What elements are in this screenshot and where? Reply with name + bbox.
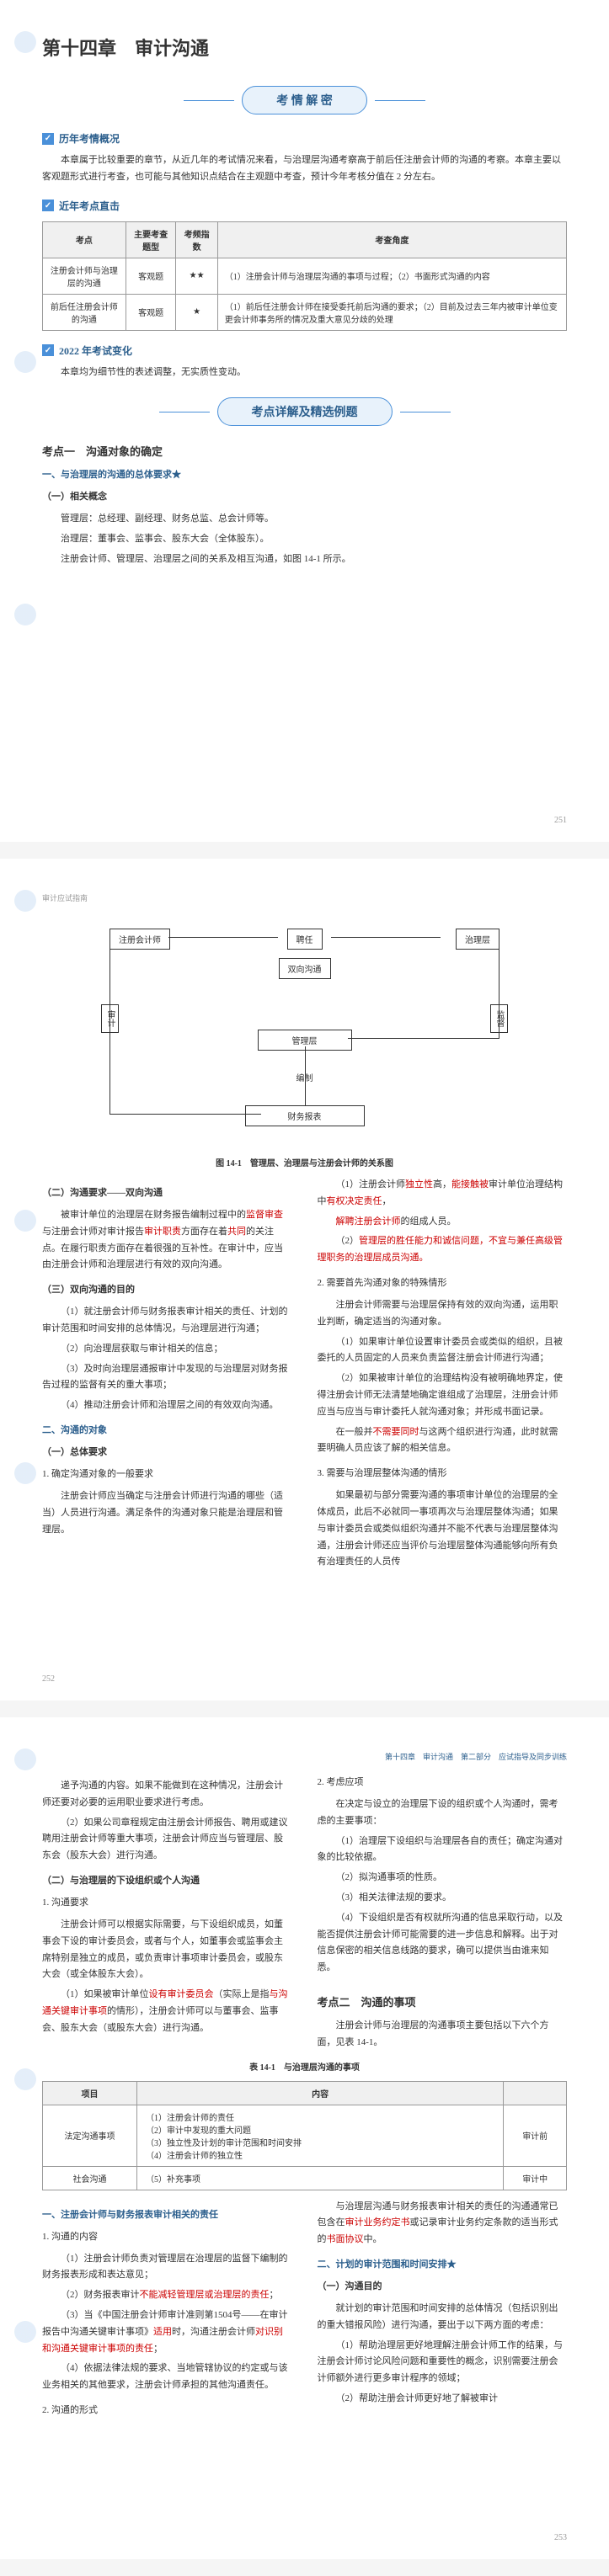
communication-table: 项目内容 法定沟通事项（1）注册会计师的责任 （2）审计中发现的重大问题 （3）…: [42, 2081, 567, 2190]
body-text: （3）相关法律法规的要求。: [318, 1890, 568, 1907]
body-text: （3）及时向治理层通报审计中发现的与治理层对财务报告过程的监督有关的重大事项；: [42, 1361, 292, 1395]
diagram-box-bi: 双向沟通: [279, 958, 331, 979]
chapter-title: 第十四章 审计沟通: [42, 34, 567, 61]
diagram-caption: 图 14-1 管理层、治理层与注册会计师的关系图: [42, 1156, 567, 1168]
subheading: 1. 沟通的内容: [42, 2229, 292, 2243]
body-text: （2）拟沟通事项的性质。: [318, 1870, 568, 1887]
keypoint-sub: 一、与治理层的沟通的总体要求★: [42, 467, 567, 481]
subheading: ✓2022 年考试变化: [42, 343, 567, 358]
keypoint-title: 考点二 沟通的事项: [318, 1993, 568, 2009]
subheading: ✓近年考点直击: [42, 199, 567, 213]
body-text: （2）如果被审计单位的治理结构没有被明确地界定，使得注册会计师无法清楚地确定谁组…: [318, 1370, 568, 1420]
body-text: 注册会计师应当确定与注册会计师进行沟通的哪些（适当）人员进行沟通。满足条件的沟通…: [42, 1488, 292, 1538]
table-caption: 表 14-1 与治理层沟通的事项: [42, 2060, 567, 2073]
body-text: （1）注册会计师独立性高，能接触被审计单位治理结构中有权决定责任，: [318, 1177, 568, 1211]
section-banner: 考点详解及精选例题: [42, 397, 567, 426]
body-text: 如果最初与部分需要沟通的事项审计单位的治理层的全体成员，此后不必就同一事项再次与…: [318, 1488, 568, 1571]
body-text: 被审计单位的治理层在财务报告编制过程中的监督审查与注册会计师对审计报告审计职责方…: [42, 1207, 292, 1274]
diagram-box-fin: 财务报表: [245, 1105, 365, 1126]
body-text: 解聘注册会计师的组成人员。: [318, 1214, 568, 1231]
body-text: （1）如果审计单位设置审计委员会或类似的组织，且被委托的人员固定的人员来负责监督…: [318, 1334, 568, 1368]
body-text: （2）如果公司章程规定由注册会计师报告、聘用或建议聘用注册会计师等重大事项，注册…: [42, 1815, 292, 1865]
subheading: 2. 考虑应项: [318, 1775, 568, 1788]
body-text: 治理层：董事会、监事会、股东大会（全体股东）。: [42, 531, 567, 548]
check-icon: ✓: [42, 133, 54, 145]
body-text: （2）向治理层获取与审计相关的信息；: [42, 1341, 292, 1358]
body-text: （2）帮助注册会计师更好地了解被审计: [318, 2391, 568, 2408]
exam-points-table: 考点主要考查题型考频指数考查角度 注册会计师与治理层的沟通客观题★★（1）注册会…: [42, 221, 567, 331]
two-column-body: （二）沟通要求——双向沟通 被审计单位的治理层在财务报告编制过程中的监督审查与注…: [42, 1177, 567, 1571]
watermark: [0, 2054, 51, 2105]
page-number: 253: [554, 2533, 567, 2542]
body-text: 注册会计师、管理层、治理层之间的关系及相互沟通，如图 14-1 所示。: [42, 551, 567, 568]
subheading: 3. 需要与治理层整体沟通的情形: [318, 1466, 568, 1479]
diagram-box-hire: 聘任: [287, 929, 323, 950]
subheading: （一）沟通目的: [318, 2279, 568, 2292]
body-text: 就计划的审计范围和时间安排的总体情况（包括识别出的重大错报风险）进行沟通，要出于…: [318, 2301, 568, 2334]
watermark: [0, 876, 51, 926]
keypoint-title: 考点一 沟通对象的确定: [42, 443, 567, 459]
body-text: （1）如果被审计单位设有审计委员会（实际上是指与沟通关键审计事项的情形），注册会…: [42, 1987, 292, 2036]
body-text: （3）当《中国注册会计师审计准则第1504号——在审计报告中沟通关键审计事项》适…: [42, 2307, 292, 2357]
body-text: （1）帮助治理层更好地理解注册会计师工作的结果，与注册会计师讨论风险问题和重要性…: [318, 2338, 568, 2387]
subheading: （二）与治理层的下设组织或个人沟通: [42, 1873, 292, 1887]
check-icon: ✓: [42, 200, 54, 211]
subheading: 二、沟通的对象: [42, 1423, 292, 1436]
subheading: 2. 需要首先沟通对象的特殊情形: [318, 1275, 568, 1289]
relationship-diagram: 注册会计师 治理层 聘任 双向沟通 管理层 财务报表 审计 监督 编制: [42, 920, 567, 1139]
body-text: （2）管理层的胜任能力和诚信问题，不宜与兼任高级管理职务的治理层成员沟通。: [318, 1233, 568, 1267]
body-text: 在决定与设立的治理层下设的组织或个人沟通时，需考虑的主要事项：: [318, 1796, 568, 1830]
watermark: [0, 589, 51, 640]
diagram-box-gov: 治理层: [456, 929, 499, 950]
body-text: 在一般并不需要同时与这两个组织进行沟通，此时就需要明确人员应该了解的相关信息。: [318, 1424, 568, 1458]
body-text: 注册会计师与治理层的沟通事项主要包括以下六个方面，见表 14-1。: [318, 2018, 568, 2052]
body-text: （1）就注册会计师与财务报表审计相关的责任、计划的审计范围和时间安排的总体情况，…: [42, 1304, 292, 1338]
body-text: （4）下设组织是否有权就所沟通的信息采取行动，以及能否提供注册会计师可能需要的进…: [318, 1910, 568, 1977]
page-header: 审计应试指南: [42, 892, 567, 903]
body-text: 与治理层沟通与财务报表审计相关的责任的沟通通常已包含在审计业务约定书或记录审计业…: [318, 2199, 568, 2249]
watermark: [0, 1734, 51, 1785]
page-number: 251: [554, 816, 567, 825]
subheading: （三）双向沟通的目的: [42, 1282, 292, 1296]
keypoint-sub2: （一）相关概念: [42, 489, 567, 503]
body-text: 管理层：总经理、副经理、财务总监、总会计师等。: [42, 511, 567, 528]
subheading: 1. 沟通要求: [42, 1895, 292, 1908]
page-1: 第十四章 审计沟通 考 情 解 密 ✓历年考情概况 本章属于比较重要的章节，从近…: [0, 0, 609, 842]
change-text: 本章均为细节性的表述调整，无实质性变动。: [42, 365, 567, 381]
page-number: 252: [42, 1674, 55, 1684]
subheading: ✓历年考情概况: [42, 131, 567, 146]
body-text: （2）财务报表审计不能减轻管理层或治理层的责任；: [42, 2287, 292, 2304]
watermark: [0, 337, 51, 387]
body-text: 注册会计师可以根据实际需要，与下设组织成员，如董事会下设的审计委员会，或者与个人…: [42, 1917, 292, 1983]
page-3: 第十四章 审计沟通 第二部分 应试指导及同步训练 递予沟通的内容。如果不能做到在…: [0, 1717, 609, 2559]
subheading: （二）沟通要求——双向沟通: [42, 1185, 292, 1199]
subheading: 一、注册会计师与财务报表审计相关的责任: [42, 2207, 292, 2221]
two-column-body: 一、注册会计师与财务报表审计相关的责任 1. 沟通的内容 （1）注册会计师负责对…: [42, 2199, 567, 2418]
subheading: 2. 沟通的形式: [42, 2403, 292, 2416]
watermark: [0, 2307, 51, 2357]
page-2: 审计应试指南 注册会计师 治理层 聘任 双向沟通 管理层 财务报表 审计 监督 …: [0, 859, 609, 1700]
body-text: （4）依据法律法规的要求、当地管辖协议的约定或与该业务相关的其他要求，注册会计师…: [42, 2360, 292, 2394]
body-text: （1）治理层下设组织与治理层各自的责任；确定沟通对象的比较依据。: [318, 1834, 568, 1867]
watermark: [0, 1448, 51, 1498]
body-text: 递予沟通的内容。如果不能做到在这种情况，注册会计师还要对必要的运用职业要求进行考…: [42, 1778, 292, 1812]
subheading: 二、计划的审计范围和时间安排★: [318, 2257, 568, 2270]
intro-text: 本章属于比较重要的章节，从近几年的考试情况来看，与治理层沟通考察高于前后任注册会…: [42, 152, 567, 186]
section-banner: 考 情 解 密: [42, 86, 567, 114]
watermark: [0, 1195, 51, 1246]
subheading: 1. 确定沟通对象的一般要求: [42, 1466, 292, 1480]
two-column-body: 递予沟通的内容。如果不能做到在这种情况，注册会计师还要对必要的运用职业要求进行考…: [42, 1775, 567, 2052]
diagram-box-cpa: 注册会计师: [110, 929, 170, 950]
subheading: （一）总体要求: [42, 1445, 292, 1458]
page-header: 第十四章 审计沟通 第二部分 应试指导及同步训练: [42, 1751, 567, 1762]
body-text: （4）推动注册会计师和治理层之间的有效双向沟通。: [42, 1397, 292, 1414]
body-text: 注册会计师需要与治理层保持有效的双向沟通，运用职业判断，确定适当的沟通对象。: [318, 1297, 568, 1331]
body-text: （1）注册会计师负责对管理层在治理层的监督下编制的财务报表形成和表达意见；: [42, 2251, 292, 2285]
watermark: [0, 17, 51, 67]
